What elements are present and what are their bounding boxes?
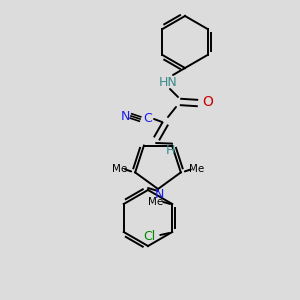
Text: Me: Me	[189, 164, 205, 174]
Text: Me: Me	[148, 197, 163, 207]
Text: N: N	[154, 188, 164, 202]
Text: HN: HN	[159, 76, 177, 88]
Text: N: N	[120, 110, 130, 122]
Text: Me: Me	[112, 164, 127, 174]
Text: O: O	[202, 95, 213, 109]
Text: Cl: Cl	[143, 230, 155, 242]
Text: H: H	[165, 143, 175, 157]
Text: C: C	[144, 112, 152, 125]
